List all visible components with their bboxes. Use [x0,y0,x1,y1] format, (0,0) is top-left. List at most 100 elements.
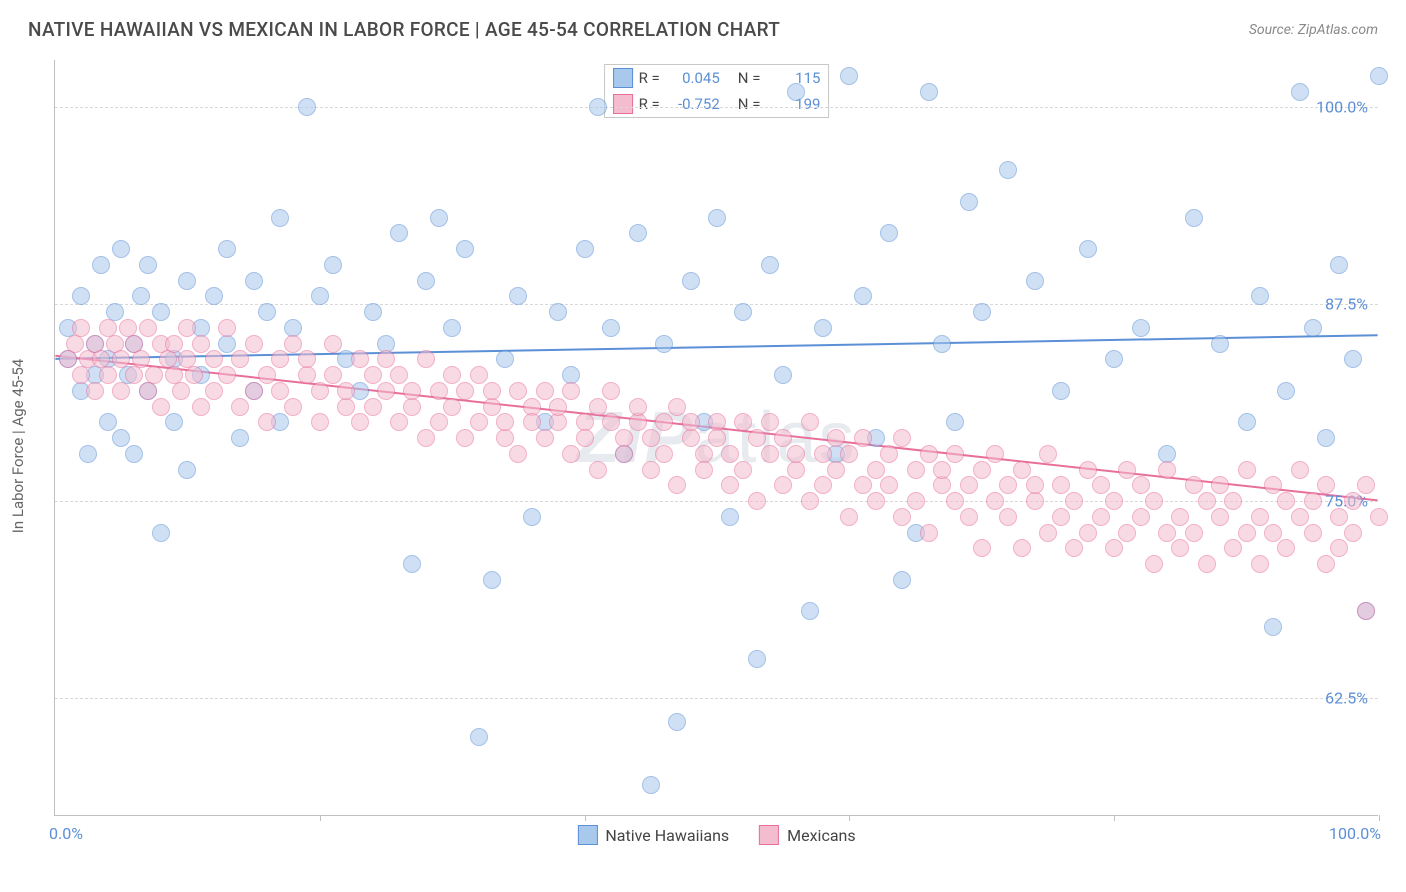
scatter-point [629,413,647,431]
scatter-point [721,508,739,526]
scatter-point [814,445,832,463]
scatter-point [774,476,792,494]
scatter-point [933,461,951,479]
scatter-point [1238,524,1256,542]
scatter-point [1370,508,1388,526]
scatter-point [854,287,872,305]
scatter-point [483,398,501,416]
x-tick-mark [1379,815,1380,821]
scatter-point [734,413,752,431]
scatter-point [1198,555,1216,573]
scatter-point [1092,476,1110,494]
scatter-point [298,350,316,368]
scatter-point [92,256,110,274]
scatter-point [1251,555,1269,573]
legend-r-value: 0.045 [666,69,720,87]
scatter-point [509,382,527,400]
scatter-point [1304,524,1322,542]
scatter-point [192,335,210,353]
scatter-point [999,161,1017,179]
scatter-point [1171,508,1189,526]
scatter-point [761,413,779,431]
scatter-point [403,555,421,573]
scatter-point [483,382,501,400]
scatter-point [682,429,700,447]
scatter-point [1330,256,1348,274]
scatter-point [536,429,554,447]
scatter-point [178,319,196,337]
scatter-point [1105,539,1123,557]
legend-r-value: -0.752 [666,95,720,113]
scatter-point [562,445,580,463]
scatter-point [284,335,302,353]
legend-r-label: R = [639,69,660,87]
scatter-point [443,319,461,337]
scatter-point [403,398,421,416]
scatter-point [748,429,766,447]
scatter-point [112,350,130,368]
scatter-point [66,335,84,353]
scatter-point [298,366,316,384]
scatter-point [245,272,263,290]
scatter-point [893,429,911,447]
scatter-point [456,382,474,400]
legend-n-label: N = [738,69,761,87]
scatter-point [443,398,461,416]
scatter-point [364,366,382,384]
scatter-point [774,366,792,384]
scatter-point [165,413,183,431]
scatter-point [1105,350,1123,368]
scatter-point [1118,524,1136,542]
scatter-point [1092,508,1110,526]
scatter-point [430,413,448,431]
scatter-point [907,461,925,479]
scatter-point [324,256,342,274]
scatter-point [284,398,302,416]
scatter-point [258,413,276,431]
series-legend-item: Native Hawaiians [577,825,729,845]
scatter-point [748,650,766,668]
scatter-point [814,319,832,337]
scatter-point [655,445,673,463]
scatter-point [920,83,938,101]
scatter-point [946,492,964,510]
scatter-point [337,382,355,400]
gridline-h [55,107,1378,108]
scatter-point [1065,492,1083,510]
scatter-point [986,492,1004,510]
scatter-point [1264,524,1282,542]
scatter-point [218,240,236,258]
scatter-point [880,445,898,463]
scatter-point [1079,240,1097,258]
scatter-point [377,382,395,400]
x-tick-mark [585,815,586,821]
scatter-point [165,335,183,353]
scatter-point [218,319,236,337]
scatter-point [827,429,845,447]
scatter-point [231,398,249,416]
scatter-point [787,445,805,463]
scatter-point [602,319,620,337]
scatter-point [245,382,263,400]
scatter-point [615,445,633,463]
scatter-point [430,209,448,227]
y-tick-label: 100.0% [1316,98,1368,117]
chart-plot-area: ZIPatlas R =0.045N =115R =-0.752N =199 N… [54,60,1378,816]
scatter-point [549,398,567,416]
scatter-point [311,382,329,400]
scatter-point [1238,461,1256,479]
scatter-point [774,429,792,447]
scatter-point [999,508,1017,526]
scatter-point [907,492,925,510]
scatter-point [99,366,117,384]
series-legend: Native HawaiiansMexicans [577,825,855,845]
scatter-point [125,366,143,384]
scatter-point [470,366,488,384]
scatter-point [1344,492,1362,510]
scatter-point [1158,524,1176,542]
scatter-point [867,492,885,510]
scatter-point [576,429,594,447]
scatter-point [734,303,752,321]
scatter-point [695,461,713,479]
legend-swatch [577,825,597,845]
